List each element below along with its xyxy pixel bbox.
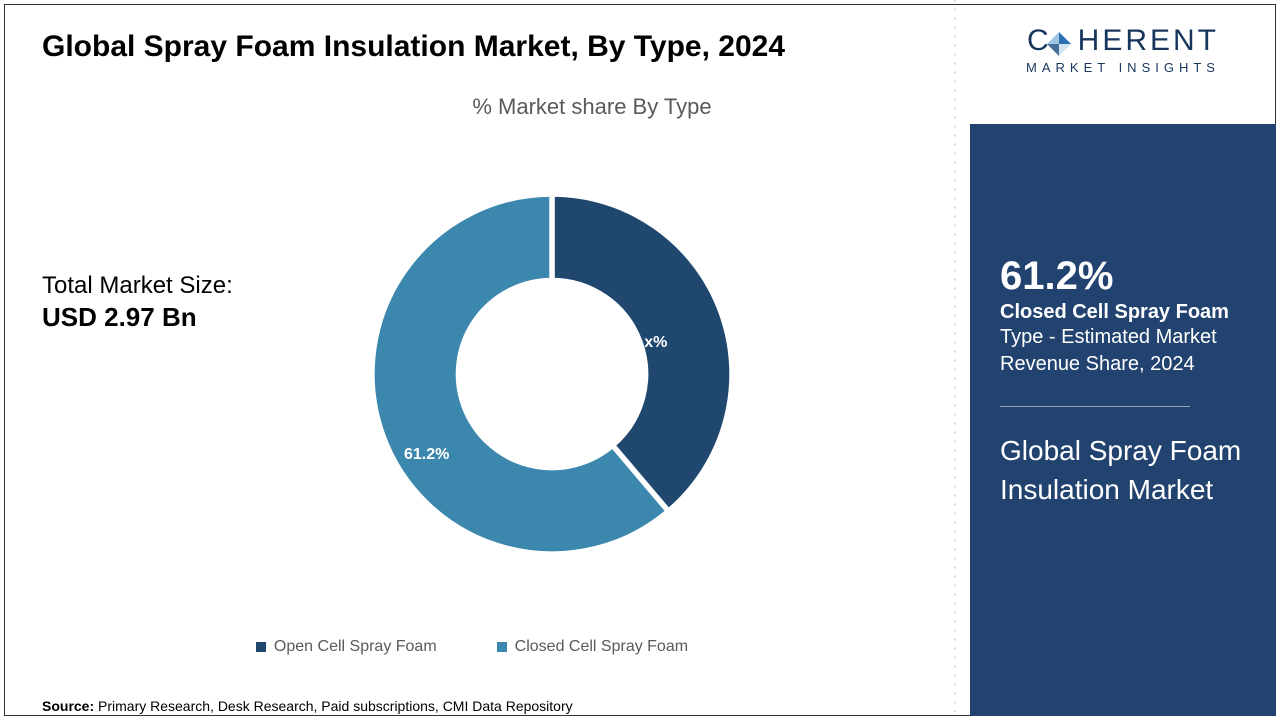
logo-diamond-icon xyxy=(1046,31,1072,57)
chart-subtitle: % Market share By Type xyxy=(212,94,972,120)
right-column: CHERENT MARKET INSIGHTS 61.2% Closed Cel… xyxy=(970,4,1276,716)
source-text: Primary Research, Desk Research, Paid su… xyxy=(98,698,573,714)
legend-label: Closed Cell Spray Foam xyxy=(515,638,688,656)
highlight-panel: 61.2% Closed Cell Spray Foam Type - Esti… xyxy=(970,124,1276,716)
panel-title: Global Spray Foam Insulation Market xyxy=(1000,431,1246,509)
logo-text: CHERENT xyxy=(1027,24,1219,58)
logo-subtext: MARKET INSIGHTS xyxy=(970,60,1276,75)
legend-swatch xyxy=(256,642,266,652)
highlight-desc: Type - Estimated Market Revenue Share, 2… xyxy=(1000,324,1246,378)
slice-label: 61.2% xyxy=(404,446,449,464)
logo-text-right: HERENT xyxy=(1078,24,1219,57)
brand-logo: CHERENT MARKET INSIGHTS xyxy=(970,24,1276,75)
highlight-name: Closed Cell Spray Foam xyxy=(1000,301,1246,324)
donut-svg xyxy=(372,194,732,554)
panel-divider xyxy=(1000,406,1190,407)
market-size-value: USD 2.97 Bn xyxy=(42,302,233,333)
legend-label: Open Cell Spray Foam xyxy=(274,638,437,656)
donut-chart: xx.x% 61.2% xyxy=(372,194,732,554)
source-prefix: Source: xyxy=(42,698,94,714)
main-area: Global Spray Foam Insulation Market, By … xyxy=(4,4,940,716)
highlight-percent: 61.2% xyxy=(1000,254,1246,299)
source-line: Source: Primary Research, Desk Research,… xyxy=(42,698,573,714)
slice-label: xx.x% xyxy=(622,334,667,352)
legend-item: Open Cell Spray Foam xyxy=(256,638,437,656)
chart-title: Global Spray Foam Insulation Market, By … xyxy=(42,28,940,66)
legend-item: Closed Cell Spray Foam xyxy=(497,638,688,656)
vertical-divider xyxy=(940,0,970,720)
legend: Open Cell Spray Foam Closed Cell Spray Fo… xyxy=(4,638,940,656)
legend-swatch xyxy=(497,642,507,652)
market-size-block: Total Market Size: USD 2.97 Bn xyxy=(42,272,233,333)
market-size-label: Total Market Size: xyxy=(42,272,233,300)
